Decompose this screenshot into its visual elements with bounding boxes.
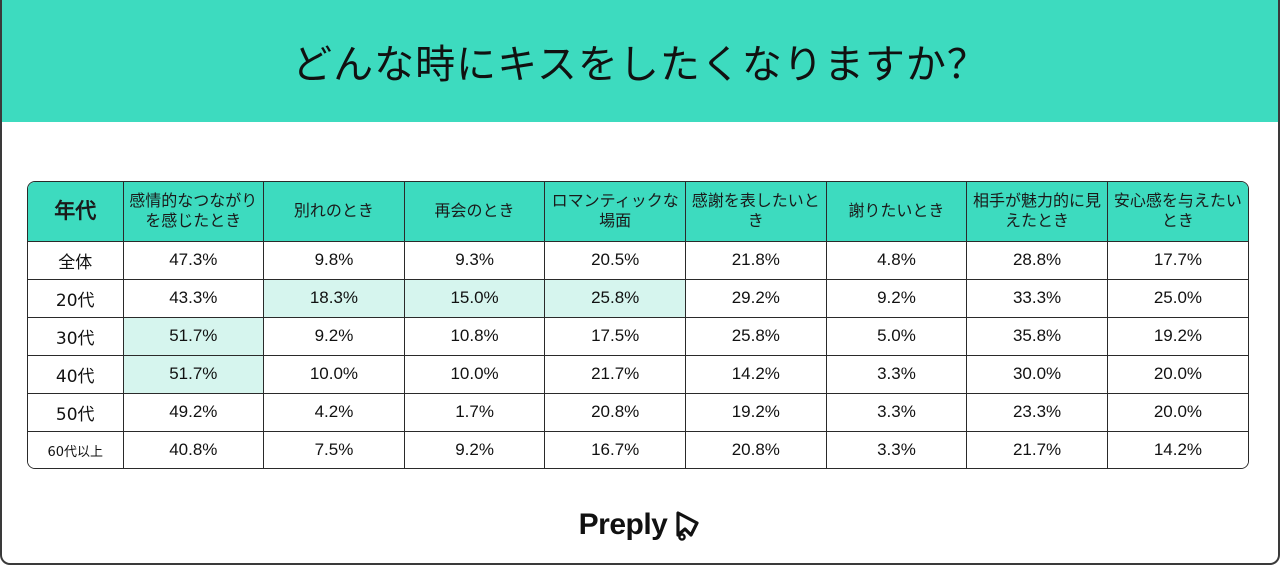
table-cell: 4.8%	[825, 240, 968, 280]
table-cell: 18.3%	[263, 278, 405, 318]
table-cell: 40.8%	[122, 430, 265, 468]
page-title: どんな時にキスをしたくなりますか？	[292, 42, 988, 88]
column-header: 感謝を表したいとき	[685, 182, 827, 242]
table-cell: 10.8%	[403, 316, 546, 356]
table-cell: 3.3%	[825, 430, 968, 468]
column-header: 謝りたいとき	[825, 182, 968, 242]
table-cell: 14.2%	[1106, 430, 1248, 468]
table-body: 全体 47.3% 9.8% 9.3% 20.5% 21.8% 4.8% 28.8% 17.7% 2…	[28, 240, 1248, 468]
header-row: 年代 感情的なつながりを感じたとき 別れのとき 再会のとき ロマンティックな場面…	[28, 182, 1248, 242]
data-table-container: 年代 感情的なつながりを感じたとき 別れのとき 再会のとき ロマンティックな場面…	[27, 181, 1249, 469]
table-cell: 5.0%	[825, 316, 968, 356]
table-row: 30代 51.7% 9.2% 10.8% 17.5% 25.8% 5.0% 35.8% 19.2…	[28, 316, 1248, 356]
table-cell: 17.7%	[1106, 240, 1248, 280]
row-label: 50代	[28, 392, 124, 432]
table-cell: 3.3%	[825, 392, 968, 432]
table-cell: 21.8%	[685, 240, 827, 280]
table-cell: 9.2%	[403, 430, 546, 468]
preply-logo-icon	[673, 509, 701, 541]
table-cell: 49.2%	[122, 392, 265, 432]
table-cell: 20.5%	[544, 240, 686, 280]
table-cell: 9.2%	[263, 316, 405, 356]
corner-header: 年代	[28, 182, 124, 242]
table-cell: 19.2%	[1106, 316, 1248, 356]
table-cell: 20.0%	[1106, 392, 1248, 432]
table-cell: 21.7%	[966, 430, 1108, 468]
table-cell: 21.7%	[544, 354, 686, 394]
table-cell: 9.2%	[825, 278, 968, 318]
table-cell: 35.8%	[966, 316, 1108, 356]
table-cell: 25.8%	[544, 278, 686, 318]
table-cell: 19.2%	[685, 392, 827, 432]
table-row: 20代 43.3% 18.3% 15.0% 25.8% 29.2% 9.2% 33.3% 25.…	[28, 278, 1248, 318]
column-header: 再会のとき	[403, 182, 546, 242]
table-cell: 20.8%	[544, 392, 686, 432]
row-label: 30代	[28, 316, 124, 356]
table-cell: 3.3%	[825, 354, 968, 394]
table-cell: 33.3%	[966, 278, 1108, 318]
table-cell: 47.3%	[122, 240, 265, 280]
table-cell: 25.8%	[685, 316, 827, 356]
column-header: 安心感を与えたいとき	[1106, 182, 1248, 242]
data-table: 年代 感情的なつながりを感じたとき 別れのとき 再会のとき ロマンティックな場面…	[28, 182, 1248, 468]
preply-logo: Preply	[0, 503, 1280, 547]
column-header: 相手が魅力的に見えたとき	[966, 182, 1108, 242]
table-cell: 10.0%	[403, 354, 546, 394]
row-label: 60代以上	[28, 430, 124, 468]
table-row: 60代以上 40.8% 7.5% 9.2% 16.7% 20.8% 3.3% 21.7% 14.…	[28, 430, 1248, 468]
table-cell: 25.0%	[1106, 278, 1248, 318]
table-cell: 20.0%	[1106, 354, 1248, 394]
table-cell: 4.2%	[263, 392, 405, 432]
table-cell: 17.5%	[544, 316, 686, 356]
table-row: 50代 49.2% 4.2% 1.7% 20.8% 19.2% 3.3% 23.3% 20.0%	[28, 392, 1248, 432]
column-header: 別れのとき	[263, 182, 405, 242]
table-cell: 14.2%	[685, 354, 827, 394]
table-cell: 9.8%	[263, 240, 405, 280]
row-label: 20代	[28, 278, 124, 318]
logo-wordmark: Preply	[578, 508, 668, 541]
table-cell: 16.7%	[544, 430, 686, 468]
table-cell: 10.0%	[263, 354, 405, 394]
table-cell: 51.7%	[122, 316, 265, 356]
column-header: ロマンティックな場面	[544, 182, 686, 242]
table-cell: 7.5%	[263, 430, 405, 468]
table-cell: 15.0%	[403, 278, 546, 318]
table-cell: 30.0%	[966, 354, 1108, 394]
title-banner: どんな時にキスをしたくなりますか？	[0, 0, 1280, 122]
table-cell: 28.8%	[966, 240, 1108, 280]
table-cell: 20.8%	[685, 430, 827, 468]
column-header: 感情的なつながりを感じたとき	[122, 182, 265, 242]
table-row: 40代 51.7% 10.0% 10.0% 21.7% 14.2% 3.3% 30.0% 20.…	[28, 354, 1248, 394]
table-row: 全体 47.3% 9.8% 9.3% 20.5% 21.8% 4.8% 28.8% 17.7%	[28, 240, 1248, 280]
table-cell: 1.7%	[403, 392, 546, 432]
row-label: 全体	[28, 240, 124, 280]
table-cell: 23.3%	[966, 392, 1108, 432]
table-cell: 51.7%	[122, 354, 265, 394]
table-cell: 29.2%	[685, 278, 827, 318]
table-cell: 9.3%	[403, 240, 546, 280]
row-label: 40代	[28, 354, 124, 394]
table-cell: 43.3%	[122, 278, 265, 318]
